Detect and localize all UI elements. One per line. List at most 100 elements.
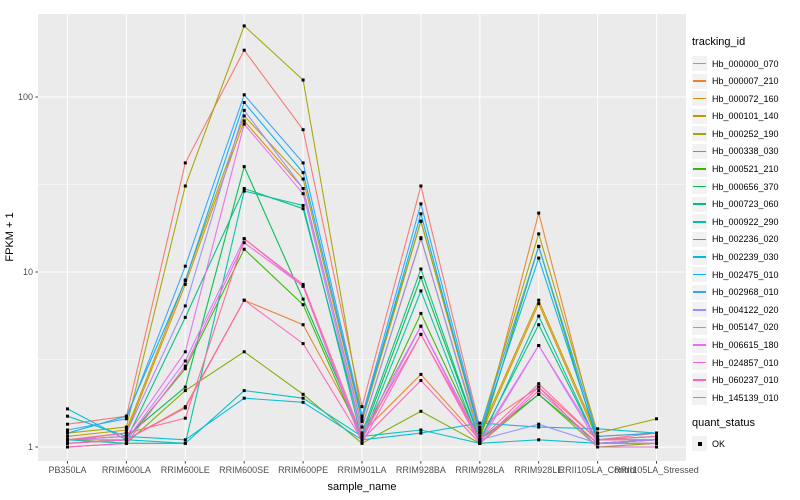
data-point	[183, 282, 187, 286]
data-point	[537, 344, 541, 347]
data-point	[301, 204, 305, 207]
data-point	[537, 211, 541, 215]
data-point	[596, 431, 600, 435]
data-point	[242, 247, 246, 251]
legend-item-label: Hb_002968_010	[712, 287, 779, 298]
data-point	[183, 406, 187, 410]
data-point	[242, 298, 246, 302]
legend-key-line-icon	[692, 372, 707, 388]
quant-status-legend-item: OK	[692, 436, 798, 452]
data-point	[301, 192, 305, 196]
data-point	[66, 438, 69, 442]
data-point	[301, 187, 305, 190]
legend-item-Hb_000922_290: Hb_000922_290	[692, 214, 798, 230]
data-point	[242, 396, 246, 400]
legend-item-label: Hb_006615_180	[712, 340, 779, 350]
data-point	[124, 428, 128, 432]
legend-item-Hb_000007_210: Hb_000007_210	[692, 73, 798, 89]
data-point	[124, 434, 128, 438]
data-point	[183, 304, 187, 308]
data-point	[242, 108, 246, 112]
data-point	[301, 171, 305, 175]
x-tick-label: RRIM600SE	[219, 465, 269, 475]
data-point	[301, 392, 305, 396]
data-point	[360, 417, 364, 421]
data-point	[537, 256, 541, 260]
x-tick-label: PB350LA	[48, 465, 86, 475]
legend-item-label: Hb_000338_030	[712, 146, 779, 157]
legend-item-Hb_000252_190: Hb_000252_190	[692, 126, 798, 142]
data-point	[419, 332, 423, 336]
legend-key-line-icon	[692, 231, 707, 247]
data-point	[478, 431, 482, 435]
legend-key-line-icon	[692, 302, 707, 318]
legend-key-line-icon	[692, 161, 707, 177]
legend-item-Hb_000723_060: Hb_000723_060	[692, 196, 798, 212]
data-point	[183, 359, 187, 363]
data-point	[301, 282, 305, 286]
data-point	[419, 428, 423, 432]
data-point	[537, 392, 541, 396]
data-point	[301, 297, 305, 301]
legend-item-label: Hb_004122_020	[712, 304, 779, 315]
data-point	[183, 389, 187, 393]
legend-item-Hb_004122_020: Hb_004122_020	[692, 302, 798, 318]
data-point	[66, 422, 69, 426]
data-point	[537, 382, 541, 386]
ok-marker-icon	[692, 436, 707, 452]
data-point	[242, 101, 246, 104]
data-point	[537, 298, 541, 302]
data-point	[242, 48, 246, 52]
legend-item-label: Hb_000072_160	[712, 93, 779, 104]
legend-item-Hb_002968_010: Hb_002968_010	[692, 284, 798, 300]
x-axis-title: sample_name	[327, 481, 396, 493]
data-point	[596, 445, 600, 449]
legend-key-line-icon	[692, 73, 707, 89]
x-tick-label: RRIM928LE	[514, 465, 563, 475]
legend-key-line-icon	[692, 179, 707, 195]
legend-item-Hb_000521_210: Hb_000521_210	[692, 161, 798, 177]
data-point	[124, 438, 128, 442]
legend-key-line-icon	[692, 267, 707, 283]
quant-status-legend-title: quant_status	[692, 417, 755, 430]
data-point	[655, 431, 658, 435]
legend-key-line-icon	[692, 214, 707, 230]
quant-status-label: OK	[712, 438, 726, 449]
data-point	[124, 441, 128, 445]
data-point	[66, 445, 69, 449]
data-point	[301, 207, 305, 211]
x-tick-label: RRIM600LE	[161, 465, 210, 475]
data-point	[419, 311, 423, 315]
legend-rows: Hb_000000_070 Hb_000007_210 Hb_000072_160 H…	[692, 56, 798, 406]
legend-item-label: Hb_002236_020	[712, 234, 779, 245]
data-point	[242, 187, 246, 190]
data-point	[301, 177, 305, 181]
data-point	[655, 441, 658, 445]
data-point	[360, 405, 364, 409]
data-point	[655, 445, 658, 449]
data-point	[596, 427, 600, 431]
data-point	[596, 441, 600, 445]
legend-key-line-icon	[692, 319, 707, 335]
data-point	[419, 409, 423, 413]
data-point	[419, 431, 423, 435]
legend-item-label: Hb_002239_030	[712, 252, 779, 263]
data-point	[183, 441, 187, 445]
data-point	[537, 389, 541, 393]
x-tick-label: RRII105LA_Control	[559, 465, 637, 475]
legend-item-Hb_000000_070: Hb_000000_070	[692, 56, 798, 71]
data-point	[124, 414, 128, 418]
data-point	[242, 350, 246, 354]
legend-item-Hb_145139_010: Hb_145139_010	[692, 390, 798, 406]
legend-key-line-icon	[692, 56, 707, 71]
data-point	[66, 414, 69, 418]
data-point	[242, 165, 246, 169]
data-point	[301, 284, 305, 288]
data-point	[537, 302, 541, 306]
data-point	[419, 372, 423, 376]
legend: tracking_id Hb_000000_070 Hb_000007_210 Hb…	[692, 36, 798, 454]
data-point	[242, 24, 246, 28]
data-point	[537, 314, 541, 318]
data-point	[66, 441, 69, 445]
data-point	[183, 438, 187, 442]
